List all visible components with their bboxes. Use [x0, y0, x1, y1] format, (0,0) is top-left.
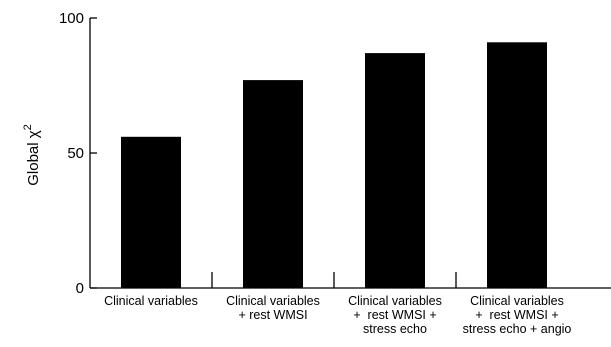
x-tick-label-line: stress echo + angio [463, 322, 572, 336]
y-axis-title: Global χ2 [22, 124, 42, 186]
bar [365, 53, 425, 288]
x-tick-label: Clinical variables + rest WMSI + stress ec… [463, 294, 572, 336]
y-axis-title-superscript: 2 [22, 124, 34, 130]
x-tick-label-line: Clinical variables [470, 294, 564, 308]
x-tick-label-line: Clinical variables [104, 294, 198, 308]
bar [487, 42, 547, 288]
y-tick-label: 50 [67, 145, 84, 162]
x-category-separators [211, 272, 457, 288]
x-tick-label: Clinical variables + rest WMSI [226, 294, 320, 322]
x-tick-labels: Clinical variables Clinical variables + re… [104, 294, 571, 336]
x-tick-label: Clinical variables + rest WMSI + stress ec… [348, 294, 442, 336]
x-tick-label-line: Clinical variables [226, 294, 320, 308]
x-tick-label-line: + rest WMSI + [353, 308, 436, 322]
bars [121, 42, 547, 288]
x-tick-label-line: Clinical variables [348, 294, 442, 308]
y-tick-label: 0 [76, 280, 84, 297]
bar [121, 136, 181, 288]
y-tick-label: 100 [59, 10, 84, 27]
y-axis-title-text: Global χ [25, 130, 42, 186]
x-tick-label-line: + rest WMSI + [475, 308, 558, 322]
x-tick-label-line: + rest WMSI [238, 308, 307, 322]
x-tick-label-line: stress echo [363, 322, 427, 336]
x-tick-label: Clinical variables [104, 294, 198, 308]
y-ticks: 0 50 100 [59, 10, 97, 297]
bar [243, 80, 303, 288]
